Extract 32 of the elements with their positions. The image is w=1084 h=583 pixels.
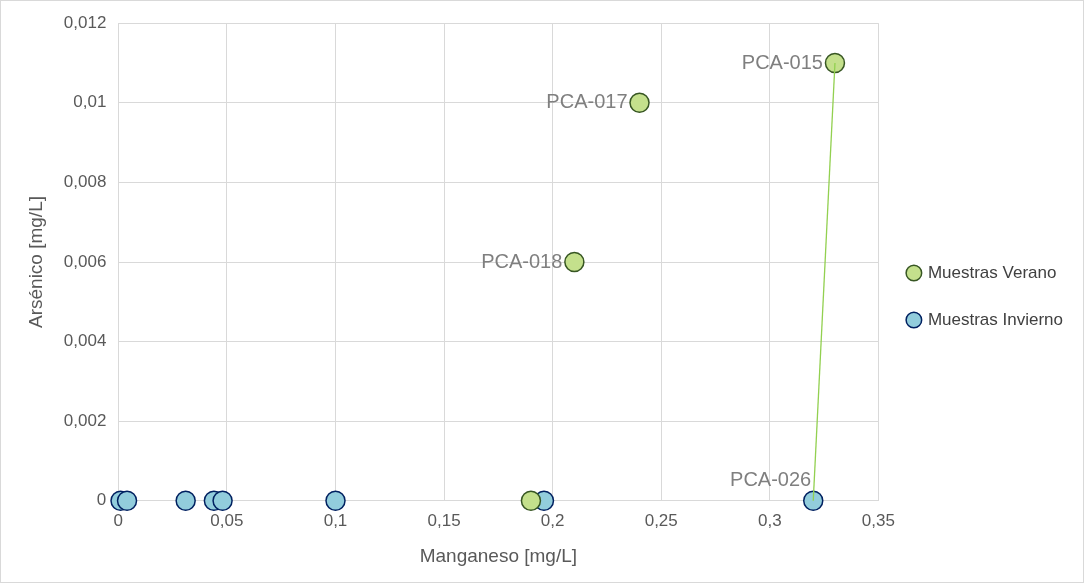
point bbox=[212, 490, 233, 512]
point bbox=[325, 490, 346, 512]
x-tick-label: 0,2 bbox=[540, 510, 565, 530]
y-tick-label: 0,008 bbox=[63, 172, 107, 192]
x-tick-label: 0,05 bbox=[210, 510, 244, 530]
y-tick-label: 0,004 bbox=[63, 331, 107, 351]
x-tick-label: 0,1 bbox=[323, 510, 348, 530]
annotation: PCA-017 bbox=[546, 90, 628, 113]
legend-label: Muestras Invierno bbox=[927, 309, 1064, 329]
x-tick-label: 0 bbox=[113, 510, 124, 530]
x-axis-title: Manganeso [mg/L] bbox=[419, 544, 578, 566]
annotation: PCA-015 bbox=[741, 50, 823, 73]
annotation: PCA-026 bbox=[730, 468, 812, 491]
point bbox=[629, 92, 650, 114]
point bbox=[824, 52, 846, 74]
point bbox=[802, 490, 824, 512]
point bbox=[116, 490, 138, 512]
x-tick-label: 0,15 bbox=[427, 510, 461, 530]
y-tick-label: 0,006 bbox=[63, 251, 107, 271]
y-tick-label: 0,002 bbox=[63, 410, 107, 430]
y-axis-title: Arsénico [mg/L] bbox=[24, 196, 46, 328]
point bbox=[520, 490, 542, 512]
x-tick-label: 0,35 bbox=[861, 510, 895, 530]
y-tick-label: 0 bbox=[96, 490, 107, 510]
y-tick-label: 0,01 bbox=[73, 92, 107, 112]
point bbox=[175, 490, 196, 512]
legend-label: Muestras Verano bbox=[927, 262, 1057, 282]
y-tick-label: 0,012 bbox=[63, 12, 107, 32]
annotation: PCA-018 bbox=[481, 249, 563, 272]
x-tick-label: 0,3 bbox=[757, 510, 782, 530]
point bbox=[564, 251, 585, 273]
x-tick-label: 0,25 bbox=[644, 510, 678, 530]
